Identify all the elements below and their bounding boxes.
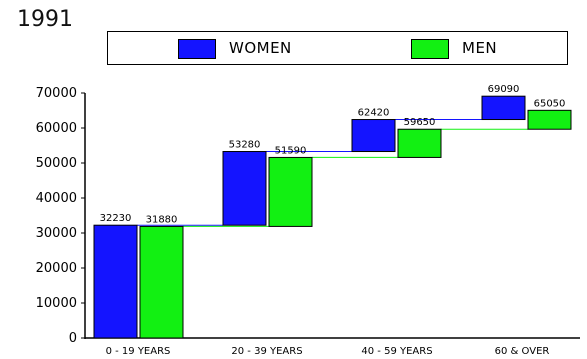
y-tick-label: 70000 [36,86,77,101]
x-tick-label: 40 - 59 YEARS [361,346,432,357]
bar-women [222,151,267,226]
legend-swatch-men [411,39,449,59]
data-label-women: 69090 [488,84,520,95]
bar-men [527,109,572,130]
data-label-women: 62420 [358,108,390,119]
x-tick-label: 20 - 39 YEARS [231,346,302,357]
bar-men [139,225,184,339]
y-tick-label: 20000 [36,261,77,276]
y-tick-label: 60000 [36,121,77,136]
data-label-women: 53280 [229,140,261,151]
y-tick-label: 0 [69,331,77,346]
y-tick-label: 10000 [36,296,77,311]
data-label-men: 31880 [146,214,178,225]
data-label-men: 51590 [275,145,307,156]
legend-label-men: MEN [462,39,498,57]
chart-title: 1991 [17,7,73,32]
bar-women [481,95,526,121]
y-tick-label: 50000 [36,156,77,171]
legend: WOMEN MEN [107,31,568,65]
data-label-men: 59650 [404,117,436,128]
bar-women [351,119,396,153]
bar-men [397,128,442,158]
y-tick-label: 30000 [36,226,77,241]
x-tick-label: 60 & OVER [495,346,550,357]
legend-swatch-women [178,39,216,59]
bar-men [268,156,313,227]
data-label-women: 32230 [100,213,132,224]
x-tick-label: 0 - 19 YEARS [106,346,171,357]
y-tick-label: 40000 [36,191,77,206]
legend-label-women: WOMEN [229,39,292,57]
bar-women [93,224,138,339]
data-label-men: 65050 [534,98,566,109]
